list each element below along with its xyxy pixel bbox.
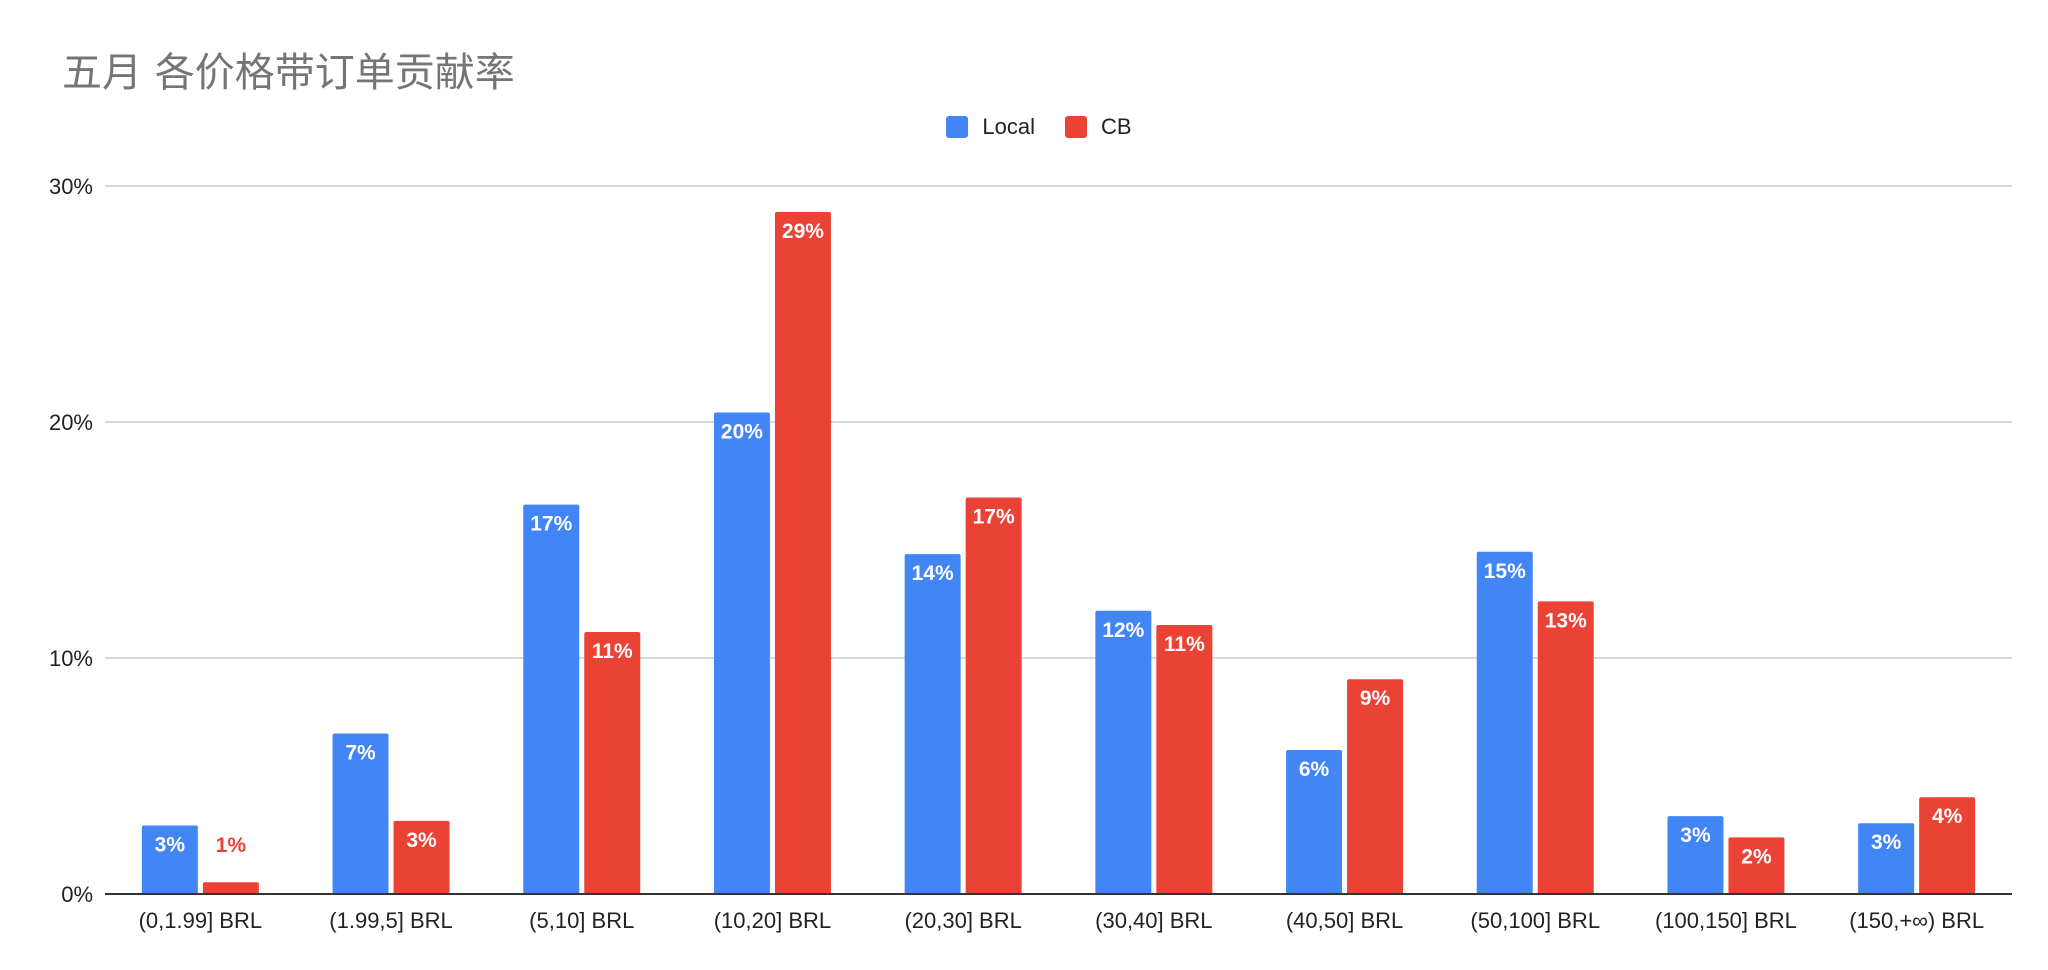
legend: Local CB bbox=[0, 114, 2048, 140]
bar-local-8[interactable] bbox=[1667, 816, 1724, 894]
bar-cb-5[interactable] bbox=[1156, 624, 1213, 894]
bar-label-cb-4: 17% bbox=[973, 506, 1015, 529]
bar-label-local-0: 3% bbox=[155, 834, 186, 857]
bar-label-local-7: 15% bbox=[1484, 560, 1526, 583]
bar-local-6[interactable] bbox=[1286, 750, 1343, 894]
x-tick-label: (20,30] BRL bbox=[904, 908, 1021, 933]
chart-title: 五月 各价格带订单贡献率 bbox=[62, 50, 515, 96]
x-tick-label: (100,150] BRL bbox=[1655, 908, 1797, 933]
x-tick-label: (10,20] BRL bbox=[714, 908, 831, 933]
bar-label-cb-0: 1% bbox=[216, 834, 247, 857]
bar-cb-6[interactable] bbox=[1347, 679, 1404, 894]
bar-cb-7[interactable] bbox=[1537, 601, 1594, 894]
x-tick-label: (1.99,5] BRL bbox=[329, 908, 453, 933]
bar-cb-9[interactable] bbox=[1919, 797, 1976, 894]
bar-local-9[interactable] bbox=[1858, 823, 1915, 894]
bar-local-7[interactable] bbox=[1476, 551, 1533, 894]
legend-item-cb[interactable]: CB bbox=[1065, 114, 1132, 140]
bar-label-local-5: 12% bbox=[1102, 619, 1144, 642]
legend-swatch-cb bbox=[1065, 116, 1088, 138]
bar-label-cb-7: 13% bbox=[1545, 609, 1587, 632]
bar-label-local-2: 17% bbox=[530, 513, 572, 536]
bar-label-local-1: 7% bbox=[345, 742, 376, 765]
bar-cb-0[interactable] bbox=[202, 882, 259, 894]
x-tick-label: (30,40] BRL bbox=[1095, 908, 1212, 933]
bar-label-cb-6: 9% bbox=[1360, 687, 1391, 710]
x-tick-label: (50,100] BRL bbox=[1470, 908, 1600, 933]
bar-cb-2[interactable] bbox=[584, 632, 641, 894]
bar-label-cb-3: 29% bbox=[782, 220, 824, 243]
bar-label-cb-1: 3% bbox=[406, 829, 437, 852]
legend-label-local: Local bbox=[982, 114, 1036, 139]
bar-cb-3[interactable] bbox=[774, 211, 831, 894]
bar-label-cb-8: 2% bbox=[1741, 845, 1772, 868]
bar-label-local-8: 3% bbox=[1680, 824, 1711, 847]
x-tick-label: (40,50] BRL bbox=[1286, 908, 1403, 933]
x-tick-label: (5,10] BRL bbox=[529, 908, 634, 933]
bar-cb-4[interactable] bbox=[965, 497, 1022, 894]
bar-label-cb-5: 11% bbox=[1164, 633, 1205, 656]
y-tick-label: 10% bbox=[49, 646, 93, 671]
bar-local-2[interactable] bbox=[523, 504, 580, 894]
bar-label-local-9: 3% bbox=[1871, 831, 1902, 854]
bar-local-4[interactable] bbox=[904, 554, 961, 894]
bar-cb-8[interactable] bbox=[1728, 837, 1785, 894]
x-tick-label: (0,1.99] BRL bbox=[139, 908, 263, 933]
y-tick-label: 0% bbox=[61, 882, 93, 907]
bar-local-3[interactable] bbox=[713, 412, 770, 894]
legend-swatch-local bbox=[946, 116, 969, 138]
bar-label-local-3: 20% bbox=[721, 421, 763, 444]
bar-local-0[interactable] bbox=[141, 825, 198, 894]
legend-item-local[interactable]: Local bbox=[946, 114, 1035, 140]
bar-label-local-6: 6% bbox=[1299, 758, 1330, 781]
bar-label-cb-9: 4% bbox=[1932, 805, 1963, 828]
y-tick-label: 20% bbox=[49, 410, 93, 435]
bar-label-local-4: 14% bbox=[912, 562, 954, 585]
bar-local-5[interactable] bbox=[1095, 610, 1152, 894]
bar-label-cb-2: 11% bbox=[592, 640, 633, 663]
y-tick-label: 30% bbox=[49, 174, 93, 199]
x-tick-label: (150,+∞) BRL bbox=[1849, 908, 1984, 933]
bar-local-1[interactable] bbox=[332, 733, 389, 894]
legend-label-cb: CB bbox=[1101, 114, 1132, 139]
bar-cb-1[interactable] bbox=[393, 820, 450, 894]
